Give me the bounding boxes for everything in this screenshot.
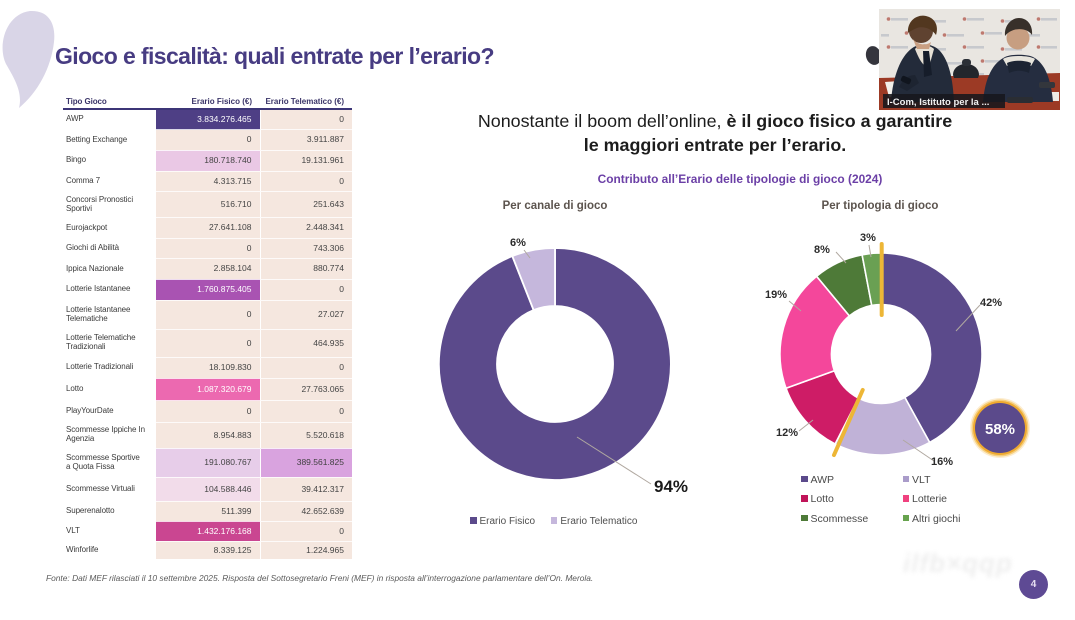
svg-text:58%: 58% — [985, 421, 1015, 438]
svg-text:I-Com, Istituto per la ...: I-Com, Istituto per la ... — [887, 97, 989, 108]
